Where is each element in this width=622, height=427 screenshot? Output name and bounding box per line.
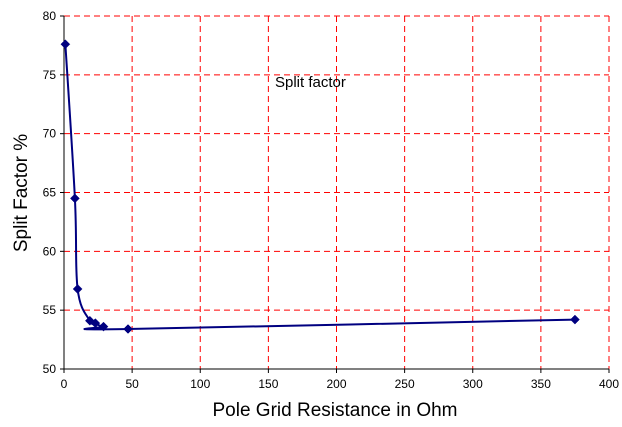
data-point-marker	[90, 318, 101, 328]
series-layer	[60, 39, 580, 334]
y-tick-label: 75	[43, 68, 57, 82]
x-tick-label: 50	[125, 377, 139, 391]
data-point-marker	[70, 193, 80, 204]
y-tick-label: 80	[43, 9, 57, 23]
data-point-marker	[60, 39, 71, 50]
data-point-marker	[98, 321, 109, 332]
data-point-marker	[72, 284, 83, 294]
x-tick-label: 250	[395, 377, 415, 391]
axes	[60, 15, 610, 373]
x-tick-label: 150	[258, 377, 278, 391]
grid-lines	[64, 15, 610, 369]
tick-labels: 0 50 100 150 200 250 300 350 400 50 55 60 65 70 75 80	[43, 9, 620, 391]
y-tick-label: 50	[43, 362, 57, 376]
x-tick-label: 200	[326, 377, 346, 391]
data-point-marker	[570, 314, 580, 325]
x-tick-label: 300	[463, 377, 483, 391]
y-axis-title: Split Factor %	[11, 134, 32, 252]
x-axis-title: Pole Grid Resistance in Ohm	[213, 400, 458, 421]
y-tick-label: 55	[43, 303, 57, 317]
x-tick-label: 400	[599, 377, 619, 391]
data-point-marker	[123, 324, 133, 334]
y-tick-label: 70	[43, 127, 57, 141]
annotation-split-factor: Split factor	[275, 74, 346, 91]
x-tick-label: 0	[61, 377, 68, 391]
y-tick-label: 60	[43, 244, 57, 258]
y-tick-label: 65	[43, 186, 57, 200]
x-tick-label: 100	[190, 377, 210, 391]
x-tick-label: 350	[531, 377, 551, 391]
